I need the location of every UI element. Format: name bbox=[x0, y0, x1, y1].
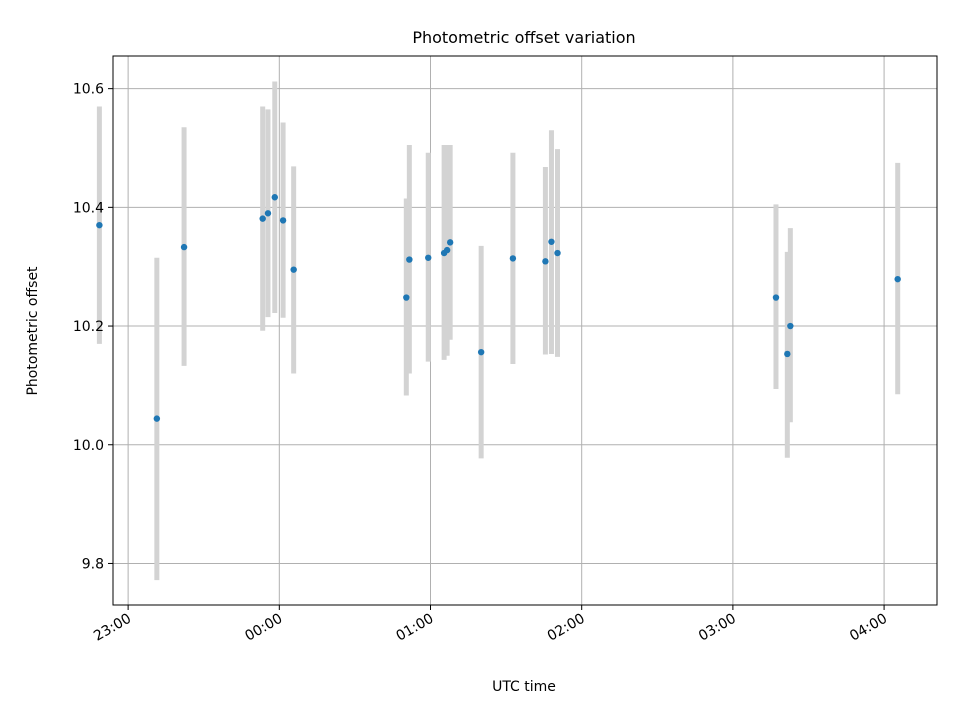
data-point bbox=[772, 294, 780, 301]
data-point bbox=[425, 254, 432, 261]
data-points bbox=[96, 194, 901, 422]
data-point bbox=[554, 249, 561, 257]
y-tick-label: 10.0 bbox=[73, 438, 104, 454]
data-point bbox=[264, 210, 272, 217]
y-tick-label: 10.6 bbox=[73, 82, 104, 98]
y-tick-label: 9.8 bbox=[82, 556, 104, 572]
data-point bbox=[259, 215, 266, 222]
data-point bbox=[784, 350, 791, 358]
x-axis-label: UTC time bbox=[492, 679, 556, 695]
data-point bbox=[153, 415, 161, 422]
data-point bbox=[180, 243, 188, 251]
data-point bbox=[509, 255, 517, 262]
plot-frame bbox=[112, 55, 938, 606]
data-point bbox=[443, 246, 451, 254]
data-point bbox=[894, 275, 901, 283]
data-point bbox=[96, 221, 103, 229]
data-point bbox=[477, 348, 485, 356]
data-point bbox=[787, 322, 794, 330]
data-point bbox=[542, 258, 549, 265]
data-point bbox=[403, 294, 410, 301]
y-axis-label: Photometric offset bbox=[25, 266, 41, 396]
y-tick-label: 10.2 bbox=[73, 319, 104, 335]
data-point bbox=[406, 256, 413, 263]
data-point bbox=[548, 238, 555, 245]
y-tick-label: 10.4 bbox=[73, 200, 104, 216]
data-point bbox=[290, 266, 297, 273]
data-point bbox=[279, 217, 287, 224]
chart-title: Photometric offset variation bbox=[412, 28, 635, 47]
data-point bbox=[446, 239, 454, 246]
data-point bbox=[271, 194, 278, 201]
